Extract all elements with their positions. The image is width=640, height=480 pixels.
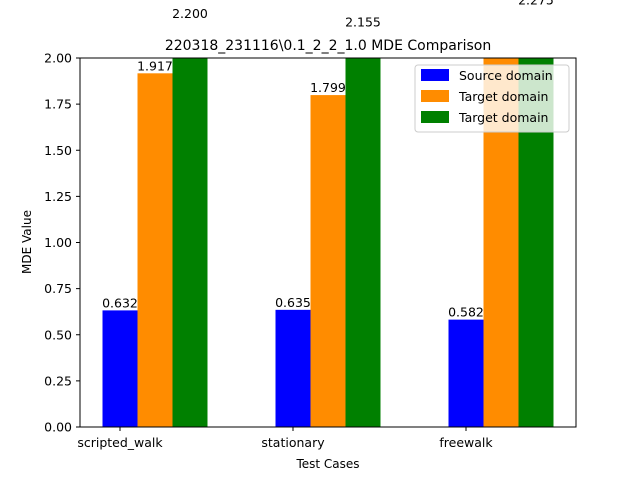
bar-3-stationary [345,58,381,427]
x-tick-label-stationary: stationary [261,435,325,450]
y-axis: 0.00 0.25 0.50 0.75 1.00 1.25 1.50 1.75 2.00 [44,51,80,435]
x-axis: scripted_walk stationary freewalk [77,427,493,450]
value-label-1-freewalk: 0.582 [448,305,484,320]
x-tick-label-scripted_walk: scripted_walk [77,435,163,450]
legend-label-1: Source domain [459,68,553,83]
bar-1-stationary [275,309,311,427]
y-tick-label: 0.75 [44,281,72,296]
value-label-1-scripted_walk: 0.632 [102,295,138,310]
bar-3-scripted_walk [172,58,208,427]
y-tick-label: 1.25 [44,189,72,204]
value-label-1-stationary: 0.635 [275,295,311,310]
value-label-3-scripted_walk: 2.200 [172,6,208,21]
value-label-2-stationary: 1.799 [310,80,346,95]
bar-1-freewalk [448,319,484,427]
x-axis-label: Test Cases [295,457,359,471]
y-tick-label: 0.25 [44,373,72,388]
legend-swatch-2 [421,90,449,102]
y-tick-label: 1.00 [44,235,72,250]
value-labels-group: 0.632 0.635 0.582 1.917 1.799 2.200 2.155 2.275 [102,0,554,320]
legend-label-3: Target domain [458,110,548,125]
y-tick-label: 1.75 [44,97,72,112]
y-tick-label: 1.50 [44,143,72,158]
y-tick-label: 0.00 [44,420,72,435]
legend-swatch-3 [421,111,449,123]
bar-2-scripted_walk [137,73,173,427]
value-label-3-freewalk: 2.275 [518,0,554,7]
bar-1-scripted_walk [102,310,138,427]
y-tick-label: 2.00 [44,51,72,66]
chart-title: 220318_231116\0.1_2_2_1.0 MDE Comparison [165,38,491,54]
x-tick-label-freewalk: freewalk [439,435,493,450]
value-label-2-scripted_walk: 1.917 [137,58,173,73]
legend-box [414,64,570,133]
y-tick-label: 0.50 [44,327,72,342]
bars-group [102,58,554,427]
bar-2-stationary [310,95,346,427]
legend-swatch-1 [421,69,449,81]
y-axis-label: MDE Value [20,210,34,274]
legend-label-2: Target domain [458,89,548,104]
value-label-3-stationary: 2.155 [345,14,381,29]
legend: Source domain Target domain Target domain [414,64,570,133]
